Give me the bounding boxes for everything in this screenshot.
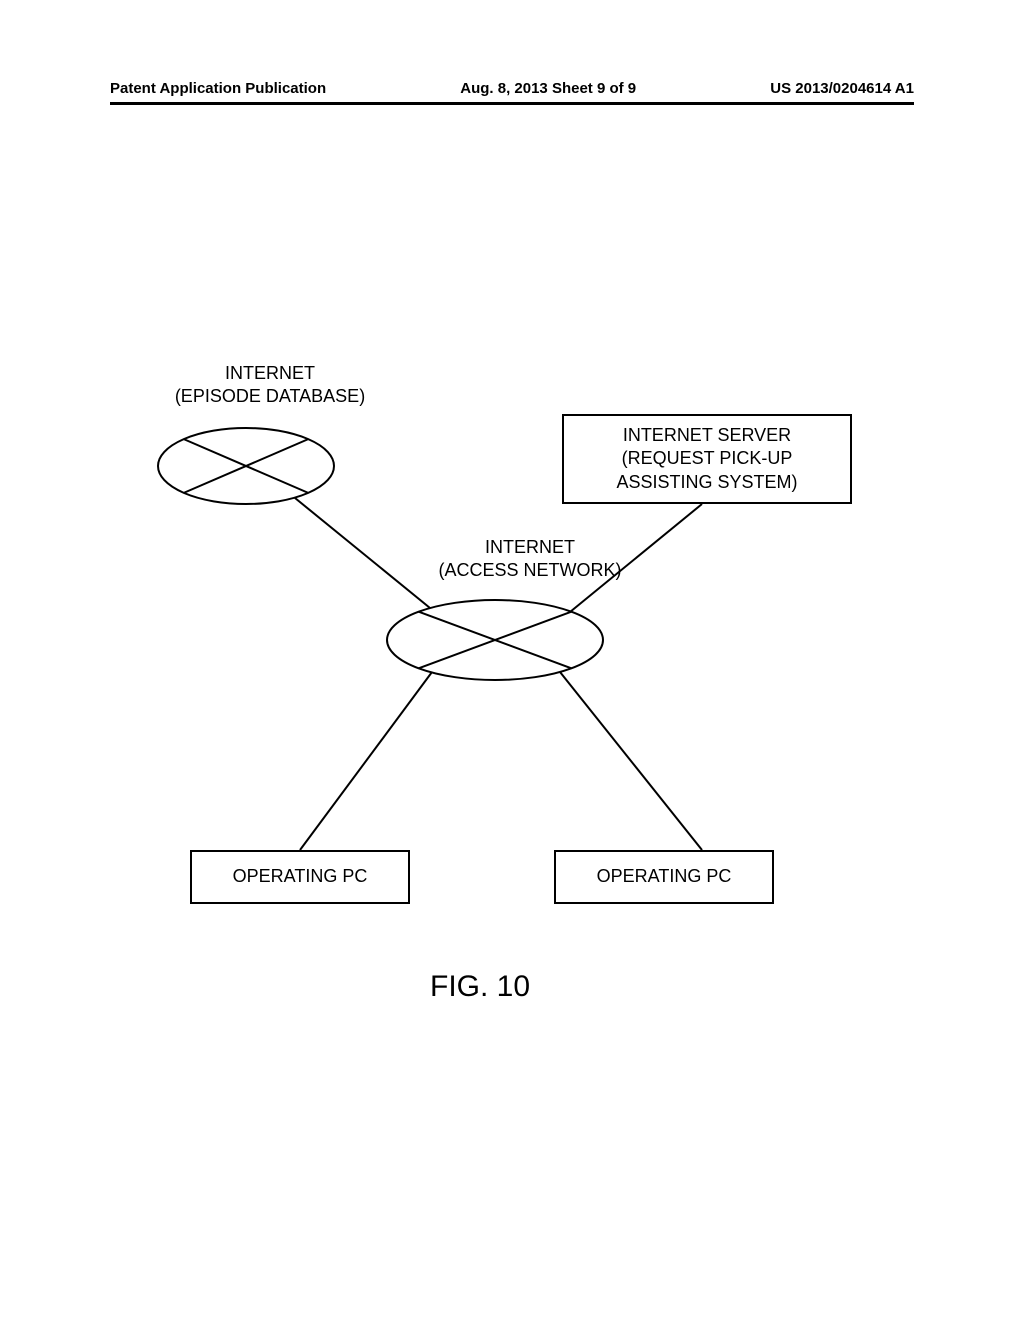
internet-db-label: INTERNET(EPISODE DATABASE) — [150, 362, 390, 409]
operating-pc-box-2: OPERATING PC — [554, 850, 774, 904]
episode-db-cloud-icon — [158, 428, 334, 504]
internet-access-label: INTERNET(ACCESS NETWORK) — [410, 536, 650, 583]
network-diagram-svg — [0, 0, 1024, 1320]
access-network-cloud-icon — [387, 600, 603, 680]
figure-caption: FIG. 10 — [430, 970, 530, 1004]
edge-net_cloud-pc1_box — [300, 672, 432, 850]
page-container: Patent Application Publication Aug. 8, 2… — [0, 0, 1024, 1320]
internet-server-box: INTERNET SERVER(REQUEST PICK-UPASSISTING… — [562, 414, 852, 504]
edge-net_cloud-pc2_box — [560, 672, 702, 850]
operating-pc-box-1: OPERATING PC — [190, 850, 410, 904]
